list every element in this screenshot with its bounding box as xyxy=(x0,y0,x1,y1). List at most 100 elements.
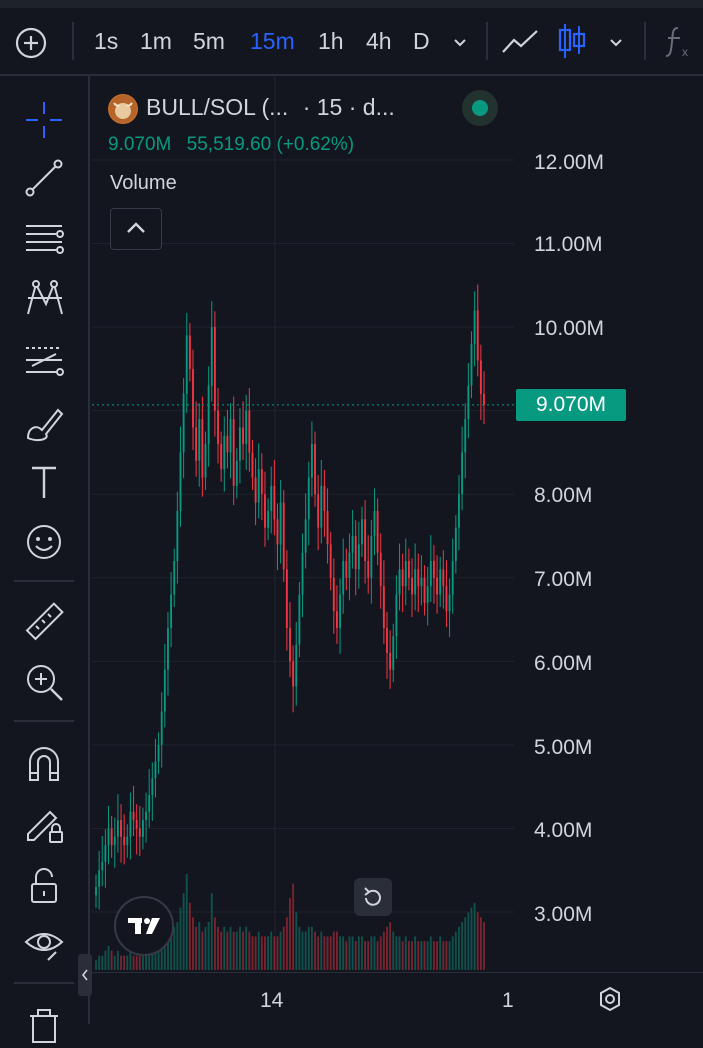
volume-bar xyxy=(339,936,342,970)
volume-bar xyxy=(382,931,385,970)
fx-icon[interactable]: x xyxy=(662,24,694,60)
line-chart-icon[interactable] xyxy=(500,26,540,58)
price-chart[interactable] xyxy=(92,76,514,972)
collapse-legend-button[interactable] xyxy=(110,208,162,250)
candle-body xyxy=(476,310,479,361)
volume-bar xyxy=(226,931,229,970)
tradingview-logo[interactable] xyxy=(114,896,174,956)
volume-bar xyxy=(116,950,119,970)
interval-d[interactable]: D xyxy=(413,28,430,54)
candle-body xyxy=(167,627,169,670)
chevron-down-icon[interactable] xyxy=(450,32,470,52)
toolbar-separator xyxy=(486,22,488,60)
trash-icon[interactable] xyxy=(22,1004,66,1048)
volume-bar xyxy=(188,902,191,970)
chart-pane[interactable] xyxy=(92,76,514,972)
volume-indicator-label[interactable]: Volume xyxy=(110,172,177,194)
volume-bar xyxy=(95,960,97,970)
candle-body xyxy=(448,594,451,612)
interval-5m[interactable]: 5m xyxy=(193,28,225,54)
volume-bar xyxy=(367,941,370,970)
candle-body xyxy=(361,519,363,545)
chevron-down-icon[interactable] xyxy=(606,32,626,52)
symbol-name: BULL/SOL (... xyxy=(146,94,289,120)
candle-body xyxy=(429,561,432,587)
candles-icon[interactable] xyxy=(556,22,588,60)
candle-body xyxy=(467,385,470,420)
candle-body xyxy=(461,452,464,495)
interval-15m[interactable]: 15m xyxy=(250,28,295,54)
candle-body xyxy=(479,360,482,394)
top-toolbar: 1s 1m 5m 15m 1h 4h D x xyxy=(0,0,703,76)
volume-bar xyxy=(148,950,151,970)
volume-bar xyxy=(157,941,160,970)
brush-icon[interactable] xyxy=(22,400,66,444)
volume-bar xyxy=(176,922,179,970)
candle-body xyxy=(195,427,198,461)
candle-body xyxy=(285,569,288,628)
fib-lines-icon[interactable] xyxy=(22,216,66,260)
reset-chart-button[interactable] xyxy=(354,878,392,916)
sidebar-divider xyxy=(14,982,74,984)
volume-bar xyxy=(179,907,182,970)
eye-icon[interactable] xyxy=(22,922,66,966)
candle-body xyxy=(113,836,116,846)
symbol-legend[interactable]: BULL/SOL (... · 15 · d... xyxy=(108,90,508,126)
symbol-meta: · 15 · d... xyxy=(302,94,395,120)
volume-bar xyxy=(470,907,473,970)
emoji-icon[interactable] xyxy=(22,520,66,564)
candle-body xyxy=(367,561,370,578)
candle-body xyxy=(295,644,298,687)
candle-body xyxy=(110,828,113,846)
interval-1m[interactable]: 1m xyxy=(140,28,172,54)
candle-body xyxy=(223,435,226,470)
volume-bar xyxy=(198,922,201,970)
market-status-indicator[interactable] xyxy=(462,90,498,126)
interval-1h[interactable]: 1h xyxy=(318,28,344,54)
pattern-icon[interactable] xyxy=(22,276,66,320)
candle-body xyxy=(270,485,273,511)
volume-bar xyxy=(257,931,260,970)
price-change-row: 9.070M 55,519.60 (+0.62%) xyxy=(108,134,364,156)
candle-body xyxy=(210,327,213,386)
volume-bar xyxy=(204,926,207,970)
candle-body xyxy=(154,761,157,779)
price-scale[interactable]: 12.00M 11.00M 10.00M 8.00M 7.00M 6.00M 5… xyxy=(514,76,703,972)
candle-body xyxy=(458,494,460,528)
candle-body xyxy=(326,510,329,545)
sidebar-collapse-toggle[interactable] xyxy=(78,954,92,996)
trend-line-icon[interactable] xyxy=(22,156,66,200)
volume-bar xyxy=(267,936,270,970)
volume-bar xyxy=(401,941,404,970)
settings-icon[interactable] xyxy=(596,985,624,1013)
crosshair-icon[interactable] xyxy=(22,98,66,142)
candle-body xyxy=(145,811,148,821)
price-tick: 10.00M xyxy=(534,317,605,340)
volume-bar xyxy=(264,936,266,970)
candle-body xyxy=(138,828,141,837)
price-tick: 3.00M xyxy=(534,903,593,926)
candle-body xyxy=(310,444,313,478)
price-tick: 7.00M xyxy=(534,568,593,591)
volume-bar xyxy=(123,955,126,970)
forecast-icon[interactable] xyxy=(22,338,66,382)
candle-body xyxy=(401,569,404,587)
volume-bar xyxy=(404,936,407,970)
volume-bar xyxy=(270,931,273,970)
interval-4h[interactable]: 4h xyxy=(366,28,392,54)
unlock-icon[interactable] xyxy=(22,864,66,908)
candle-body xyxy=(126,836,129,846)
ruler-icon[interactable] xyxy=(22,600,66,644)
candle-body xyxy=(298,594,301,645)
lock-drawings-icon[interactable] xyxy=(22,802,66,846)
bull-icon xyxy=(109,95,137,123)
magnet-icon[interactable] xyxy=(22,742,66,786)
zoom-in-icon[interactable] xyxy=(22,660,66,704)
reset-icon xyxy=(364,887,381,906)
time-scale[interactable]: 14 1 xyxy=(92,972,703,1025)
candle-body xyxy=(192,368,194,428)
text-icon[interactable] xyxy=(22,460,66,504)
plus-circle-icon[interactable] xyxy=(14,26,48,60)
candle-body xyxy=(282,502,285,570)
interval-1s[interactable]: 1s xyxy=(94,28,119,54)
